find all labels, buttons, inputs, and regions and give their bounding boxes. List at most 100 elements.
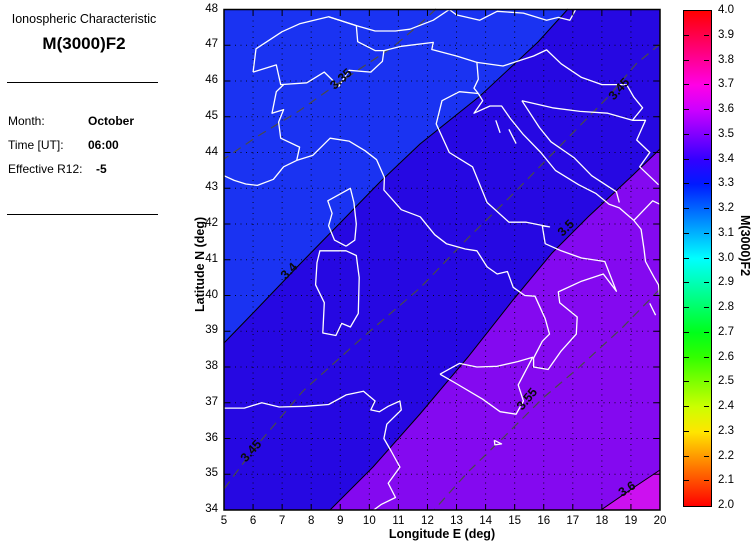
colorbar-tick-mark (704, 158, 709, 160)
color-band (330, 149, 660, 510)
x-axis-title: Longitude E (deg) (388, 527, 496, 541)
colorbar-tick-mark (704, 430, 709, 432)
coastlines (223, 8, 661, 511)
colorbar-tick-mark (704, 455, 709, 457)
colorbar-tick-mark (684, 257, 689, 259)
x-tick-label: 6 (249, 515, 257, 527)
colorbar-tick-mark (704, 59, 709, 61)
colorbar-tick-label: 3.5 (718, 127, 734, 140)
time-value: 06:00 (88, 138, 119, 152)
x-tick-label: 16 (537, 515, 551, 527)
colorbar-tick-mark (704, 381, 709, 383)
colorbar-tick-label: 2.7 (718, 325, 734, 338)
colorbar-tick-mark (684, 480, 689, 482)
y-tick-label: 35 (205, 467, 218, 480)
colorbar-tick-label: 3.8 (718, 53, 734, 66)
colorbar-tick-mark (684, 84, 689, 86)
y-tick-label: 34 (205, 503, 218, 515)
x-tick-label: 20 (653, 515, 667, 527)
contour-3.35 (223, 8, 437, 160)
colorbar-tick-label: 2.9 (718, 276, 734, 289)
colorbar-tick-mark (704, 208, 709, 209)
contour-3.4 (223, 8, 569, 344)
colorbar-tick-label: 2.5 (718, 375, 734, 388)
colorbar-tick-mark (684, 183, 689, 185)
color-band (224, 9, 568, 343)
colorbar-tick-label: 2.1 (718, 474, 734, 487)
characteristic-name: M(3000)F2 (42, 34, 126, 53)
y-tick-label: 48 (205, 2, 218, 15)
colorbar-tick-mark (704, 406, 709, 407)
colorbar-tick-mark (704, 34, 709, 36)
panel-title: Ionospheric Characteristic (11, 12, 157, 26)
contour-3.5 (329, 148, 661, 511)
colorbar (683, 10, 712, 507)
colorbar-tick-mark (684, 406, 689, 407)
x-tick-label: 12 (421, 515, 434, 527)
x-tick-label: 7 (278, 515, 286, 527)
colorbar-tick-mark (684, 430, 689, 432)
x-tick-label: 15 (508, 515, 522, 527)
y-tick-label: 46 (205, 74, 218, 86)
colorbar-tick-label: 3.1 (718, 226, 734, 239)
colorbar-tick-mark (684, 158, 689, 160)
colorbar-tick-mark (704, 183, 709, 185)
separator-line (7, 82, 158, 83)
contour-3.6 (600, 469, 661, 511)
x-tick-label: 9 (337, 515, 344, 527)
colorbar-tick-mark (704, 257, 709, 259)
y-tick-label: 42 (205, 217, 218, 229)
colorbar-tick-mark (704, 331, 709, 333)
colorbar-tick-mark (684, 34, 689, 36)
colorbar-tick-mark (684, 455, 689, 457)
colorbar-tick-mark (684, 381, 689, 383)
colorbar-tick-label: 2.2 (718, 449, 734, 462)
y-tick-label: 37 (205, 395, 218, 408)
colorbar-tick-mark (704, 232, 709, 234)
x-tick-label: 11 (392, 515, 405, 527)
colorbar-tick-label: 3.2 (718, 202, 734, 214)
colorbar-tick-label: 2.0 (718, 499, 734, 511)
colorbar-tick-mark (704, 109, 709, 110)
colorbar-tick-mark (684, 331, 689, 333)
y-tick-label: 38 (205, 360, 218, 372)
colorbar-title: M(3000)F2 (738, 215, 752, 277)
colorbar-tick-label: 3.7 (718, 78, 734, 91)
colorbar-tick-label: 3.4 (718, 152, 734, 165)
colorbar-tick-label: 3.9 (718, 28, 734, 41)
x-tick-label: 14 (479, 515, 492, 527)
x-tick-label: 5 (220, 515, 228, 527)
x-tick-label: 8 (307, 515, 315, 527)
colorbar-tick-label: 3.3 (718, 177, 734, 190)
plot-frame (223, 8, 661, 511)
colorbar-tick-mark (704, 356, 709, 358)
contour-lines (223, 8, 661, 511)
r12-label: Effective R12: (8, 162, 83, 176)
x-tick-label: 19 (624, 515, 638, 527)
colorbar-tick-mark (684, 208, 689, 209)
y-tick-label: 40 (205, 288, 218, 301)
time-label: Time [UT]: (8, 138, 64, 152)
colorbar-tick-label: 3.0 (718, 251, 734, 264)
colorbar-tick-label: 2.3 (718, 424, 734, 437)
y-tick-label: 43 (205, 181, 218, 194)
x-tick-label: 18 (595, 515, 609, 527)
colorbar-tick-label: 4.0 (718, 4, 734, 16)
month-value: October (88, 114, 135, 128)
colorbar-tick-mark (684, 232, 689, 234)
colorbar-tick-mark (704, 84, 709, 86)
colorbar-tick-mark (684, 356, 689, 358)
colorbar-tick-mark (684, 307, 689, 308)
y-tick-label: 44 (205, 145, 218, 158)
x-tick-label: 10 (362, 515, 376, 527)
colorbar-tick-mark (684, 282, 689, 284)
y-tick-label: 36 (205, 431, 218, 444)
y-tick-label: 41 (205, 252, 218, 265)
colorbar-tick-mark (684, 109, 689, 110)
colorbar-tick-mark (704, 133, 709, 135)
y-tick-label: 47 (205, 38, 218, 51)
x-tick-label: 17 (566, 515, 580, 527)
colorbar-tick-mark (684, 133, 689, 135)
